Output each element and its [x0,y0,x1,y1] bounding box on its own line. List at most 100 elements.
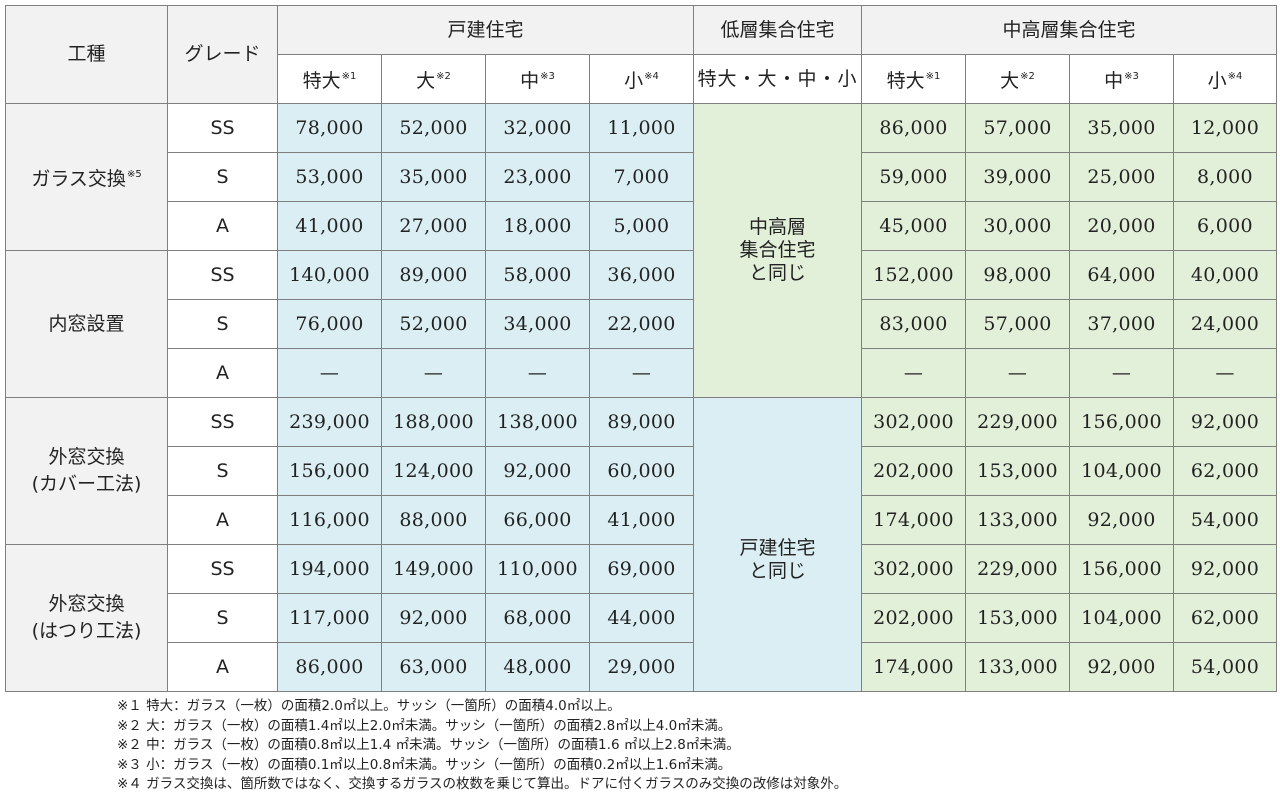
col-header-kouji: 工種 [5,5,168,104]
price-cell-kodate: 7,000 [589,152,694,202]
price-cell-chukoso: 35,000 [1069,103,1174,153]
merged-text: 集合住宅 [739,239,816,261]
grade-cell: S [167,152,278,202]
price-cell-kodate: 41,000 [589,495,694,545]
price-cell-kodate: 29,000 [589,642,694,692]
price-cell-kodate: 89,000 [589,397,694,447]
price-cell-kodate: 78,000 [277,103,382,153]
work-type-label: 外窓交換 [48,593,125,615]
price-cell-chukoso: 229,000 [965,544,1070,594]
grade-cell: SS [167,103,278,153]
grade-cell: A [167,201,278,251]
price-cell-chukoso: 153,000 [965,593,1070,643]
price-cell-kodate: 116,000 [277,495,382,545]
price-cell-chukoso: 104,000 [1069,446,1174,496]
price-cell-chukoso: 156,000 [1069,397,1174,447]
price-cell-chukoso: 45,000 [861,201,966,251]
price-cell-chukoso: 20,000 [1069,201,1174,251]
merged-text: と同じ [748,262,806,284]
price-cell-kodate: 88,000 [381,495,486,545]
table-row: S 76,000 52,000 34,000 22,000 83,000 57,000 37,… [6,299,1277,349]
price-cell-kodate: 149,000 [381,544,486,594]
price-cell-kodate: 22,000 [589,299,694,349]
grade-cell: A [167,495,278,545]
price-cell-kodate: 110,000 [485,544,590,594]
merged-text: 戸建住宅 [739,536,816,559]
price-cell-chukoso: 62,000 [1173,593,1277,643]
price-cell-kodate: 68,000 [485,593,590,643]
size-header-chukoso-xl: 特大※1 [861,54,966,104]
price-cell-kodate: — [485,348,590,398]
price-cell-chukoso: 59,000 [861,152,966,202]
price-cell-kodate: 52,000 [381,299,486,349]
table-row: A 41,000 27,000 18,000 5,000 45,000 30,000 20,0… [6,201,1277,251]
grade-cell: S [167,593,278,643]
table-row: 外窓交換 (はつり工法) SS 194,000 149,000 110,000 69,000… [5,544,1277,692]
work-type-note: ※5 [126,169,142,180]
work-type-label: ガラス交換 [31,168,126,190]
work-type-cell: 内窓設置 [5,250,168,398]
price-cell-kodate: — [589,348,694,398]
group-header-teiso: 低層集合住宅 [693,5,862,55]
price-cell-kodate: 23,000 [485,152,590,202]
price-cell-chukoso: 152,000 [861,250,966,300]
price-cell-chukoso: 83,000 [861,299,966,349]
price-cell-kodate: 63,000 [381,642,486,692]
price-cell-kodate: 92,000 [381,593,486,643]
table-row: 内窓設置 SS 140,000 89,000 58,000 36,000 152,000 98… [5,250,1277,398]
price-cell-chukoso: 62,000 [1173,446,1277,496]
price-cell-kodate: 156,000 [277,446,382,496]
price-table: 工種 グレード 戸建住宅 低層集合住宅 中高層集合住宅 特大※1 大※2 中※3… [5,5,1277,692]
price-cell-chukoso: 30,000 [965,201,1070,251]
work-type-label-wrap: ガラス交換※5 [6,161,167,193]
table-row: S 156,000 124,000 92,000 60,000 202,000 153,00… [6,446,1277,496]
price-cell-chukoso: 57,000 [965,103,1070,153]
grade-cell: A [167,348,278,398]
grade-cell: S [167,299,278,349]
price-cell-chukoso: 202,000 [861,446,966,496]
price-cell-kodate: 41,000 [277,201,382,251]
price-cell-kodate: — [381,348,486,398]
footnote: ※２ 中：ガラス（一枚）の面積0.8㎡以上1.4 ㎡未満。サッシ（一箇所）の面積… [117,737,740,753]
price-cell-chukoso: 174,000 [861,642,966,692]
table-row: S 53,000 35,000 23,000 7,000 59,000 39,000 25,0… [6,152,1277,202]
price-cell-chukoso: 104,000 [1069,593,1174,643]
price-cell-chukoso: 229,000 [965,397,1070,447]
price-cell-chukoso: 153,000 [965,446,1070,496]
grade-cell: SS [167,250,278,300]
price-cell-chukoso: 25,000 [1069,152,1174,202]
price-cell-kodate: 48,000 [485,642,590,692]
price-cell-kodate: 5,000 [589,201,694,251]
price-cell-kodate: 36,000 [589,250,694,300]
table-row: S 117,000 92,000 68,000 44,000 202,000 153,000… [6,593,1277,643]
merged-text: と同じ [748,559,806,582]
merged-text: 中高層 [748,216,806,238]
grade-cell: S [167,446,278,496]
price-cell-chukoso: 92,000 [1173,544,1277,594]
footnote: ※１ 特大：ガラス（一枚）の面積2.0㎡以上。サッシ（一箇所）の面積4.0㎡以上… [117,698,621,714]
price-cell-kodate: 53,000 [277,152,382,202]
price-cell-kodate: 52,000 [381,103,486,153]
price-cell-chukoso: 37,000 [1069,299,1174,349]
teiso-same-as-chukoso: 中高層 集合住宅 と同じ [693,103,862,398]
price-cell-chukoso: 302,000 [861,397,966,447]
table-row: A 116,000 88,000 66,000 41,000 174,000 133,000… [6,495,1277,545]
grade-cell: A [167,642,278,692]
price-cell-chukoso: 40,000 [1173,250,1277,300]
size-header-kodate-s: 小※4 [589,54,694,104]
price-cell-kodate: 58,000 [485,250,590,300]
price-cell-kodate: 76,000 [277,299,382,349]
size-header-chukoso-s: 小※4 [1173,54,1277,104]
price-cell-kodate: 44,000 [589,593,694,643]
group-header-chukoso: 中高層集合住宅 [861,5,1277,55]
work-type-label: 内窓設置 [48,312,125,335]
price-cell-chukoso: 39,000 [965,152,1070,202]
price-cell-chukoso: 302,000 [861,544,966,594]
teiso-same-as-kodate: 戸建住宅 と同じ [693,397,862,692]
table-row: A — — — — — — — — [6,348,1277,398]
size-header-kodate-xl: 特大※1 [277,54,382,104]
work-type-sublabel: (はつり工法) [31,620,142,642]
work-type-label: 外窓交換 [48,446,125,468]
price-cell-kodate: 86,000 [277,642,382,692]
price-cell-kodate: 239,000 [277,397,382,447]
